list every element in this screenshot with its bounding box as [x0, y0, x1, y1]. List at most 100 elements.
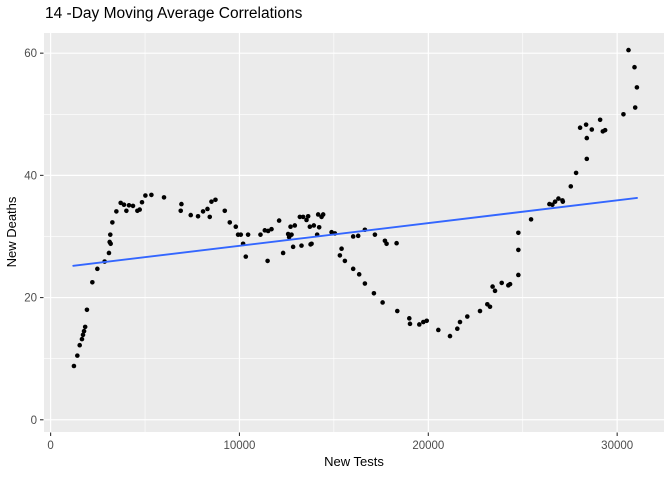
data-point: [195, 214, 201, 219]
data-point: [380, 300, 385, 305]
data-point: [265, 228, 271, 234]
data-point: [80, 332, 86, 338]
data-point: [82, 324, 88, 330]
data-point: [597, 117, 603, 123]
data-point: [424, 318, 430, 324]
data-point: [207, 214, 213, 220]
data-point: [320, 212, 326, 217]
data-point: [289, 232, 294, 237]
data-point: [337, 253, 343, 258]
data-point: [299, 243, 304, 248]
data-point: [126, 203, 132, 208]
data-point: [602, 127, 608, 133]
data-point: [584, 135, 590, 141]
data-point: [238, 232, 244, 237]
data-point: [288, 224, 293, 229]
data-point: [384, 241, 389, 247]
data-point: [436, 327, 441, 333]
data-point: [290, 244, 296, 250]
data-point: [130, 203, 136, 209]
data-point: [372, 232, 378, 237]
data-point: [114, 209, 119, 214]
y-axis-label: New Deaths: [4, 196, 19, 267]
data-point: [304, 217, 309, 223]
data-point: [75, 353, 80, 358]
data-point: [245, 232, 251, 237]
data-point: [447, 333, 453, 339]
data-point: [309, 241, 314, 247]
data-point: [265, 258, 270, 264]
data-point: [178, 208, 184, 214]
data-point: [516, 272, 521, 278]
data-point: [179, 201, 184, 207]
data-point: [108, 241, 113, 247]
data-point: [568, 184, 574, 189]
y-tick-label: 60: [24, 48, 37, 60]
x-tick-label: 30000: [601, 440, 633, 452]
data-point: [137, 207, 142, 212]
data-point: [621, 111, 626, 117]
data-point: [188, 212, 194, 218]
data-point: [634, 85, 640, 90]
chart-title: 14 -Day Moving Average Correlations: [45, 5, 303, 22]
y-tick-label: 20: [24, 293, 37, 305]
data-point: [362, 281, 368, 286]
data-point: [516, 247, 521, 253]
data-point: [394, 308, 400, 314]
data-point: [81, 328, 87, 334]
data-point: [305, 214, 311, 219]
data-point: [556, 196, 561, 201]
data-point: [307, 224, 313, 229]
y-tick-label: 40: [24, 170, 37, 182]
x-tick-label: 10000: [223, 440, 255, 452]
data-point: [209, 199, 214, 204]
x-axis-label: New Tests: [324, 454, 384, 469]
data-point: [464, 314, 470, 319]
data-point: [477, 308, 483, 314]
data-point: [143, 193, 148, 198]
data-point: [632, 105, 638, 110]
data-point: [487, 304, 493, 310]
data-point: [79, 336, 85, 342]
data-point: [106, 250, 112, 256]
data-point: [269, 226, 274, 232]
plot-panel: [44, 33, 664, 432]
data-point: [315, 212, 321, 217]
data-point: [550, 202, 555, 207]
data-point: [292, 223, 298, 228]
y-tick-label: 0: [31, 415, 37, 427]
data-point: [90, 279, 95, 285]
x-tick-label: 20000: [412, 440, 444, 452]
data-point: [342, 258, 348, 264]
data-point: [632, 64, 637, 70]
x-tick-label: 0: [47, 440, 53, 452]
data-point: [584, 156, 590, 162]
data-point: [589, 127, 595, 132]
data-point: [560, 199, 566, 204]
data-point: [297, 214, 303, 220]
data-point: [258, 232, 263, 237]
data-point: [350, 234, 356, 239]
data-point: [110, 220, 115, 225]
data-point: [356, 272, 362, 277]
data-point: [213, 197, 218, 203]
data-point: [507, 281, 513, 287]
data-point: [243, 254, 249, 259]
data-point: [339, 246, 344, 251]
data-point: [222, 208, 228, 214]
data-point: [371, 290, 377, 296]
data-point: [394, 240, 399, 246]
data-point: [355, 233, 361, 239]
data-point: [499, 280, 505, 286]
data-point: [300, 214, 306, 220]
data-point: [457, 319, 463, 325]
data-point: [490, 284, 495, 289]
data-point: [200, 209, 206, 214]
data-point: [227, 220, 233, 225]
data-point: [84, 307, 90, 313]
data-point: [528, 217, 534, 222]
data-point: [573, 170, 579, 176]
data-point: [492, 288, 498, 294]
